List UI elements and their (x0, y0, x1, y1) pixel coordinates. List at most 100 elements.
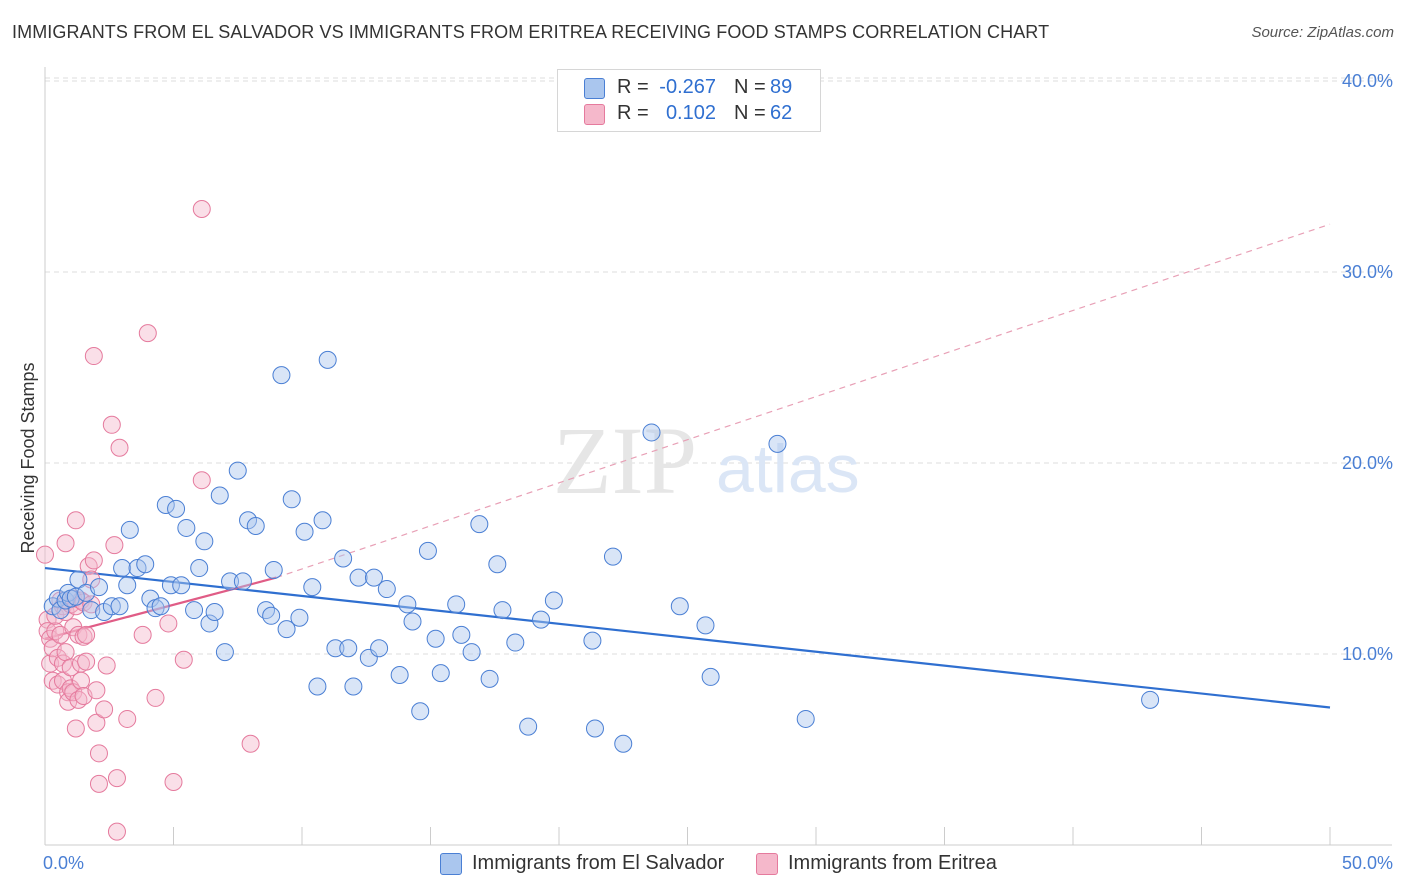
legend-n-value: 62 (770, 102, 793, 124)
trend-line-eritrea-extended (276, 223, 1331, 579)
data-point-eritrea (241, 734, 260, 753)
data-point-el-salvador (172, 576, 191, 595)
data-point-el-salvador (141, 589, 160, 608)
data-point-el-salvador (403, 612, 422, 631)
legend-r-value: -0.267 (659, 76, 716, 98)
data-point-el-salvador (614, 734, 633, 753)
data-point-el-salvador (370, 639, 389, 658)
axes (44, 67, 1392, 846)
legend-r-label: R = (617, 76, 649, 98)
data-point-el-salvador (215, 643, 234, 662)
data-point-el-salvador (532, 610, 551, 629)
data-point-el-salvador (205, 602, 224, 621)
data-point-el-salvador (452, 625, 471, 644)
data-point-el-salvador (364, 568, 383, 587)
chart-title: IMMIGRANTS FROM EL SALVADOR VS IMMIGRANT… (12, 22, 1050, 42)
data-point-el-salvador (113, 559, 132, 578)
data-point-eritrea (89, 774, 108, 793)
data-point-el-salvador (670, 597, 689, 616)
data-point-el-salvador (303, 578, 322, 597)
data-point-el-salvador (318, 350, 337, 369)
data-point-el-salvador (493, 601, 512, 620)
data-point-eritrea (192, 471, 211, 490)
data-point-el-salvador (246, 517, 265, 536)
data-point-eritrea (79, 557, 98, 576)
data-point-el-salvador (120, 520, 139, 539)
data-point-eritrea (159, 614, 178, 633)
data-point-el-salvador (156, 496, 175, 515)
data-point-el-salvador (272, 366, 291, 385)
data-point-el-salvador (344, 677, 363, 696)
data-point-eritrea (164, 772, 183, 791)
data-point-eritrea (174, 650, 193, 669)
data-point-eritrea (36, 545, 54, 564)
data-point-el-salvador (480, 669, 499, 688)
legend-n-label: N = (734, 76, 766, 98)
data-point-el-salvador (462, 643, 481, 662)
data-point-el-salvador (102, 597, 121, 616)
data-point-el-salvador (334, 549, 353, 568)
data-point-el-salvador (470, 515, 489, 534)
data-point-el-salvador (339, 639, 358, 658)
data-point-el-salvador (277, 620, 296, 639)
data-point-el-salvador (447, 595, 466, 614)
data-point-eritrea (87, 681, 106, 700)
data-point-eritrea (102, 415, 121, 434)
data-point-eritrea (87, 713, 106, 732)
data-point-eritrea (89, 744, 108, 763)
data-point-el-salvador (583, 631, 602, 650)
y-tick-label: 40.0% (1342, 71, 1393, 91)
series-eritrea-points (36, 199, 260, 841)
data-point-el-salvador (290, 608, 309, 627)
data-point-el-salvador (506, 633, 525, 652)
data-point-el-salvador (185, 601, 204, 620)
legend-r-label: R = (617, 102, 649, 124)
data-point-el-salvador (701, 667, 720, 686)
data-point-el-salvador (69, 570, 88, 589)
data-point-el-salvador (696, 616, 715, 635)
data-point-eritrea (97, 656, 116, 675)
data-point-el-salvador (200, 614, 219, 633)
data-point-eritrea (110, 438, 129, 457)
data-point-el-salvador (426, 629, 445, 648)
legend-n-value: 89 (770, 76, 793, 98)
data-point-el-salvador (768, 434, 787, 453)
data-point-el-salvador (51, 601, 70, 620)
data-point-el-salvador (190, 559, 209, 578)
data-point-el-salvador (66, 587, 85, 606)
data-point-el-salvador (349, 568, 368, 587)
series-el-salvador-points (43, 350, 1160, 753)
trend-line-el-salvador (44, 566, 1331, 709)
data-point-el-salvador (233, 572, 252, 591)
data-point-eritrea (105, 536, 124, 555)
correlation-legend: R = -0.267 N = 89 R = 0.102 N = 62 (557, 69, 821, 132)
data-point-el-salvador (390, 666, 409, 685)
watermark: ZIP atlas (553, 407, 860, 514)
data-point-el-salvador (161, 576, 180, 595)
x-tick-label: 0.0% (43, 853, 84, 873)
data-point-el-salvador (488, 555, 507, 574)
data-point-eritrea (95, 700, 114, 719)
tick-labels: 10.0% 20.0% 30.0% 40.0% 0.0% 50.0% (43, 71, 1393, 873)
legend-swatch-blue (440, 853, 462, 875)
data-point-el-salvador (228, 461, 247, 480)
data-point-el-salvador (195, 532, 214, 551)
data-point-el-salvador (418, 541, 437, 560)
data-point-el-salvador (48, 589, 67, 608)
data-point-eritrea (77, 652, 96, 671)
data-point-el-salvador (118, 576, 137, 595)
data-point-el-salvador (431, 664, 450, 683)
data-point-eritrea (133, 625, 152, 644)
data-point-el-salvador (326, 639, 345, 658)
data-point-el-salvador (136, 555, 155, 574)
data-point-eritrea (66, 511, 85, 530)
data-point-eritrea (84, 347, 103, 366)
watermark-atlas: atlas (716, 431, 860, 507)
legend-swatch-blue (584, 78, 605, 99)
data-point-eritrea (74, 627, 93, 646)
data-point-el-salvador (89, 578, 108, 597)
y-tick-label: 10.0% (1342, 644, 1393, 664)
data-point-el-salvador (398, 595, 417, 614)
data-point-eritrea (82, 570, 101, 589)
